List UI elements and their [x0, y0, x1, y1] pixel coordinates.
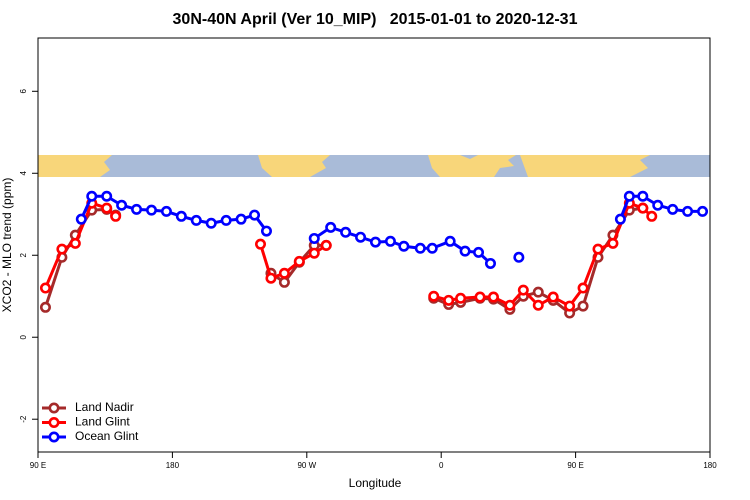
- series-marker: [86, 190, 98, 202]
- x-tick-label: 0: [439, 461, 444, 470]
- series-marker: [443, 294, 455, 306]
- series-marker: [293, 255, 305, 267]
- series-line: [79, 194, 703, 265]
- y-tick-label: 0: [19, 334, 28, 339]
- series-marker: [513, 251, 525, 263]
- series-marker: [637, 190, 649, 202]
- series-marker: [101, 202, 113, 214]
- series-marker: [652, 199, 664, 211]
- x-tick-label: 180: [166, 461, 180, 470]
- series-marker: [577, 282, 589, 294]
- x-tick-label: 180: [703, 461, 717, 470]
- series-marker: [577, 300, 589, 312]
- series-marker: [459, 245, 471, 257]
- series-marker: [39, 282, 51, 294]
- series-marker: [369, 236, 381, 248]
- series-marker: [116, 199, 128, 211]
- series-line: [44, 201, 653, 308]
- series-marker: [414, 242, 426, 254]
- series-marker: [637, 202, 649, 214]
- series-marker: [265, 272, 277, 284]
- series-marker: [101, 190, 113, 202]
- series-marker: [145, 204, 157, 216]
- series-marker: [39, 301, 51, 313]
- series-marker: [474, 291, 486, 303]
- series-marker: [682, 205, 694, 217]
- series-marker: [667, 203, 679, 215]
- series-marker: [547, 291, 559, 303]
- series-marker: [260, 225, 272, 237]
- series-marker: [340, 226, 352, 238]
- series-marker: [473, 246, 485, 258]
- x-tick-label: 90 E: [567, 461, 583, 470]
- series-marker: [205, 217, 217, 229]
- series-marker: [623, 190, 635, 202]
- series-marker: [532, 299, 544, 311]
- legend-label: Ocean Glint: [75, 429, 139, 443]
- map-strip: [38, 155, 710, 177]
- y-tick-label: 4: [19, 170, 28, 175]
- series-marker: [646, 210, 658, 222]
- series-marker: [75, 213, 87, 225]
- series-marker: [517, 284, 529, 296]
- series-marker: [160, 205, 172, 217]
- series-marker: [235, 213, 247, 225]
- series-marker: [249, 209, 261, 221]
- series-marker: [484, 257, 496, 269]
- legend-label: Land Nadir: [75, 400, 134, 414]
- series-marker: [278, 276, 290, 288]
- series-marker: [426, 242, 438, 254]
- series-marker: [607, 237, 619, 249]
- series-marker: [308, 247, 320, 259]
- y-tick-label: 2: [19, 252, 28, 257]
- legend-label: Land Glint: [75, 415, 130, 429]
- series-marker: [564, 300, 576, 312]
- series-marker: [614, 213, 626, 225]
- y-tick-label: -2: [19, 415, 28, 423]
- legend-marker: [48, 402, 60, 414]
- series-marker: [220, 214, 232, 226]
- series-marker: [487, 291, 499, 303]
- legend-marker: [48, 416, 60, 428]
- chart-title: 30N-40N April (Ver 10_MIP) 2015-01-01 to…: [173, 11, 578, 28]
- x-tick-label: 90 W: [297, 461, 316, 470]
- series-marker: [175, 210, 187, 222]
- series-marker: [455, 292, 467, 304]
- series-marker: [255, 238, 267, 250]
- y-axis-label: XCO2 - MLO trend (ppm): [0, 178, 14, 313]
- plot-frame: [37, 37, 711, 453]
- series-marker: [278, 267, 290, 279]
- series-marker: [444, 235, 456, 247]
- series-marker: [190, 214, 202, 226]
- series-marker: [131, 203, 143, 215]
- series-marker: [110, 210, 122, 222]
- series-marker: [592, 243, 604, 255]
- series-marker: [355, 231, 367, 243]
- x-axis-label: Longitude: [349, 476, 402, 490]
- series-marker: [69, 237, 81, 249]
- series-marker: [697, 205, 709, 217]
- series-marker: [384, 235, 396, 247]
- series-marker: [428, 290, 440, 302]
- series-marker: [320, 239, 332, 251]
- series-marker: [325, 221, 337, 233]
- series-marker: [504, 299, 516, 311]
- series-marker: [308, 232, 320, 244]
- y-tick-label: 6: [19, 89, 28, 94]
- series-marker: [56, 243, 68, 255]
- series-marker: [398, 240, 410, 252]
- legend-marker: [48, 431, 60, 443]
- x-tick-label: 90 E: [30, 461, 46, 470]
- series-marker: [532, 286, 544, 298]
